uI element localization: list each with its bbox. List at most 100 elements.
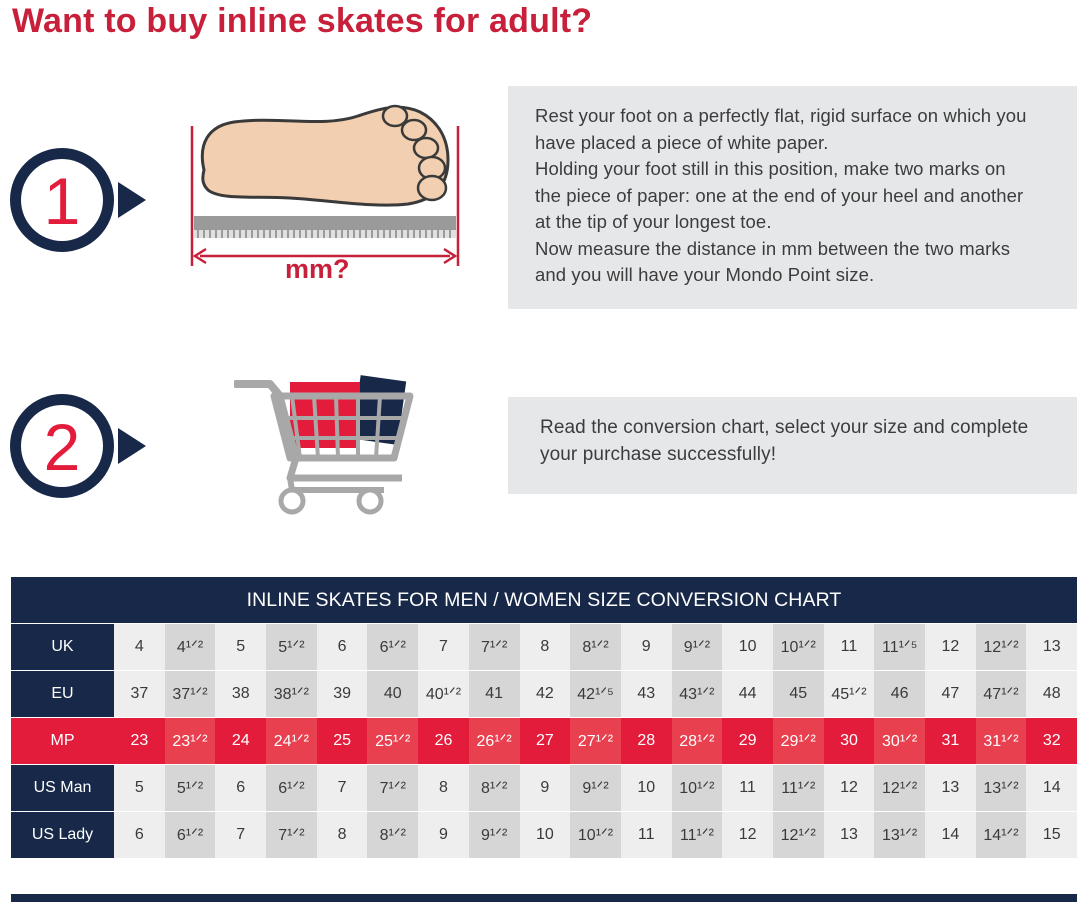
table-cell: 43¹ᐟ² [671, 671, 723, 717]
table-cell: 11¹ᐟ² [671, 812, 723, 858]
table-cell: 4¹ᐟ² [164, 624, 216, 670]
table-cell: 27¹ᐟ² [570, 718, 621, 764]
table-cell: 12 [722, 812, 773, 858]
table-cell: 9¹ᐟ² [570, 765, 621, 811]
instruction-line: have placed a piece of white paper. [535, 131, 829, 153]
table-cell: 29¹ᐟ² [772, 718, 824, 764]
table-cell: 12 [925, 624, 976, 670]
row-label: UK [11, 624, 114, 670]
table-cell: 7¹ᐟ² [468, 624, 520, 670]
table-cell: 9¹ᐟ² [468, 812, 520, 858]
table-cell: 47 [925, 671, 976, 717]
table-cell: 11 [722, 765, 773, 811]
table-cell: 4 [114, 624, 165, 670]
table-cell: 5 [114, 765, 165, 811]
table-cell: 8¹ᐟ² [570, 624, 621, 670]
chart-row-us-man: US Man 5 5¹ᐟ² 6 6¹ᐟ² 7 7¹ᐟ² 8 8¹ᐟ² 9 9¹ᐟ² 10 10¹ᐟ² 1… [11, 765, 1078, 811]
mm-label: mm? [285, 254, 350, 284]
table-cell: 26¹ᐟ² [468, 718, 520, 764]
table-cell: 7 [316, 765, 368, 811]
table-cell: 9¹ᐟ² [671, 624, 723, 670]
table-cell: 14¹ᐟ² [975, 812, 1027, 858]
instruction-line: the piece of paper: one at the end of yo… [535, 184, 1024, 206]
table-cell: 7¹ᐟ² [266, 812, 317, 858]
instruction-line: your purchase successfully! [540, 443, 777, 465]
instruction-line: Now measure the distance in mm between t… [535, 237, 1011, 259]
table-cell: 9 [620, 624, 672, 670]
table-cell: 37¹ᐟ² [164, 671, 216, 717]
step-1-badge: 1 [0, 138, 160, 268]
table-cell: 6 [114, 812, 165, 858]
table-cell: 10¹ᐟ² [570, 812, 621, 858]
table-cell: 7 [418, 624, 469, 670]
chart-row-eu: EU 37 37¹ᐟ² 38 38¹ᐟ² 39 40 40¹ᐟ² 41 42 42¹ᐟ⁵ 43 43¹… [11, 671, 1078, 717]
table-cell: 24 [215, 718, 267, 764]
table-cell: 11 [823, 624, 875, 670]
step-1-instructions: Rest your foot on a perfectly flat, rigi… [508, 86, 1077, 309]
row-label: EU [11, 671, 114, 717]
table-cell: 32 [1026, 718, 1078, 764]
table-cell: 11 [620, 812, 672, 858]
table-cell: 25 [316, 718, 368, 764]
table-cell: 5¹ᐟ² [164, 765, 216, 811]
page-title: Want to buy inline skates for adult? [12, 2, 593, 40]
table-cell: 9 [519, 765, 571, 811]
table-cell: 12¹ᐟ² [874, 765, 925, 811]
table-cell: 40¹ᐟ² [418, 671, 469, 717]
table-cell: 45¹ᐟ² [823, 671, 875, 717]
table-cell: 29 [722, 718, 773, 764]
table-cell: 13 [1026, 624, 1078, 670]
table-cell: 37 [114, 671, 165, 717]
table-cell: 12¹ᐟ² [772, 812, 824, 858]
step-1-number: 1 [44, 164, 81, 238]
table-cell: 8 [316, 812, 368, 858]
step-2-badge: 2 [0, 384, 160, 514]
shopping-cart-icon [234, 374, 418, 520]
table-cell: 5¹ᐟ² [266, 624, 317, 670]
table-cell: 23¹ᐟ² [164, 718, 216, 764]
table-cell: 9 [418, 812, 469, 858]
table-cell: 6 [215, 765, 267, 811]
table-cell: 11¹ᐟ⁵ [874, 624, 925, 670]
table-cell: 11¹ᐟ² [772, 765, 824, 811]
table-cell: 8¹ᐟ² [367, 812, 419, 858]
table-cell: 5 [215, 624, 267, 670]
foot-measure-icon [186, 100, 464, 268]
table-cell: 41 [468, 671, 520, 717]
table-cell: 13 [925, 765, 976, 811]
table-cell: 25¹ᐟ² [367, 718, 419, 764]
table-cell: 31 [925, 718, 976, 764]
chart-row-mp: MP 23 23¹ᐟ² 24 24¹ᐟ² 25 25¹ᐟ² 26 26¹ᐟ² 27 27¹ᐟ² 28… [11, 718, 1078, 764]
table-cell: 6¹ᐟ² [164, 812, 216, 858]
table-cell: 12¹ᐟ² [975, 624, 1027, 670]
size-conversion-chart: INLINE SKATES FOR MEN / WOMEN SIZE CONVE… [11, 577, 1078, 858]
table-cell: 39 [316, 671, 368, 717]
table-cell: 6¹ᐟ² [266, 765, 317, 811]
table-cell: 47¹ᐟ² [975, 671, 1027, 717]
table-cell: 10 [519, 812, 571, 858]
table-cell: 10¹ᐟ² [671, 765, 723, 811]
table-cell: 24¹ᐟ² [266, 718, 317, 764]
instruction-line: Read the conversion chart, select your s… [540, 417, 1029, 438]
table-cell: 10 [722, 624, 773, 670]
table-cell: 45 [772, 671, 824, 717]
table-cell: 48 [1026, 671, 1078, 717]
table-cell: 7¹ᐟ² [367, 765, 419, 811]
table-cell: 42¹ᐟ⁵ [570, 671, 621, 717]
bottom-rule [11, 894, 1077, 902]
table-cell: 8 [519, 624, 571, 670]
table-cell: 28 [620, 718, 672, 764]
table-cell: 44 [722, 671, 773, 717]
table-cell: 10 [620, 765, 672, 811]
table-cell: 13 [823, 812, 875, 858]
table-cell: 30 [823, 718, 875, 764]
chart-row-us-lady: US Lady 6 6¹ᐟ² 7 7¹ᐟ² 8 8¹ᐟ² 9 9¹ᐟ² 10 10¹ᐟ² 11 11¹… [11, 812, 1078, 858]
table-cell: 12 [823, 765, 875, 811]
table-cell: 15 [1026, 812, 1078, 858]
table-cell: 28¹ᐟ² [671, 718, 723, 764]
table-cell: 6 [316, 624, 368, 670]
table-cell: 8 [418, 765, 469, 811]
row-label: US Man [11, 765, 114, 811]
table-cell: 6¹ᐟ² [367, 624, 419, 670]
step-2-instructions: Read the conversion chart, select your s… [508, 397, 1077, 494]
